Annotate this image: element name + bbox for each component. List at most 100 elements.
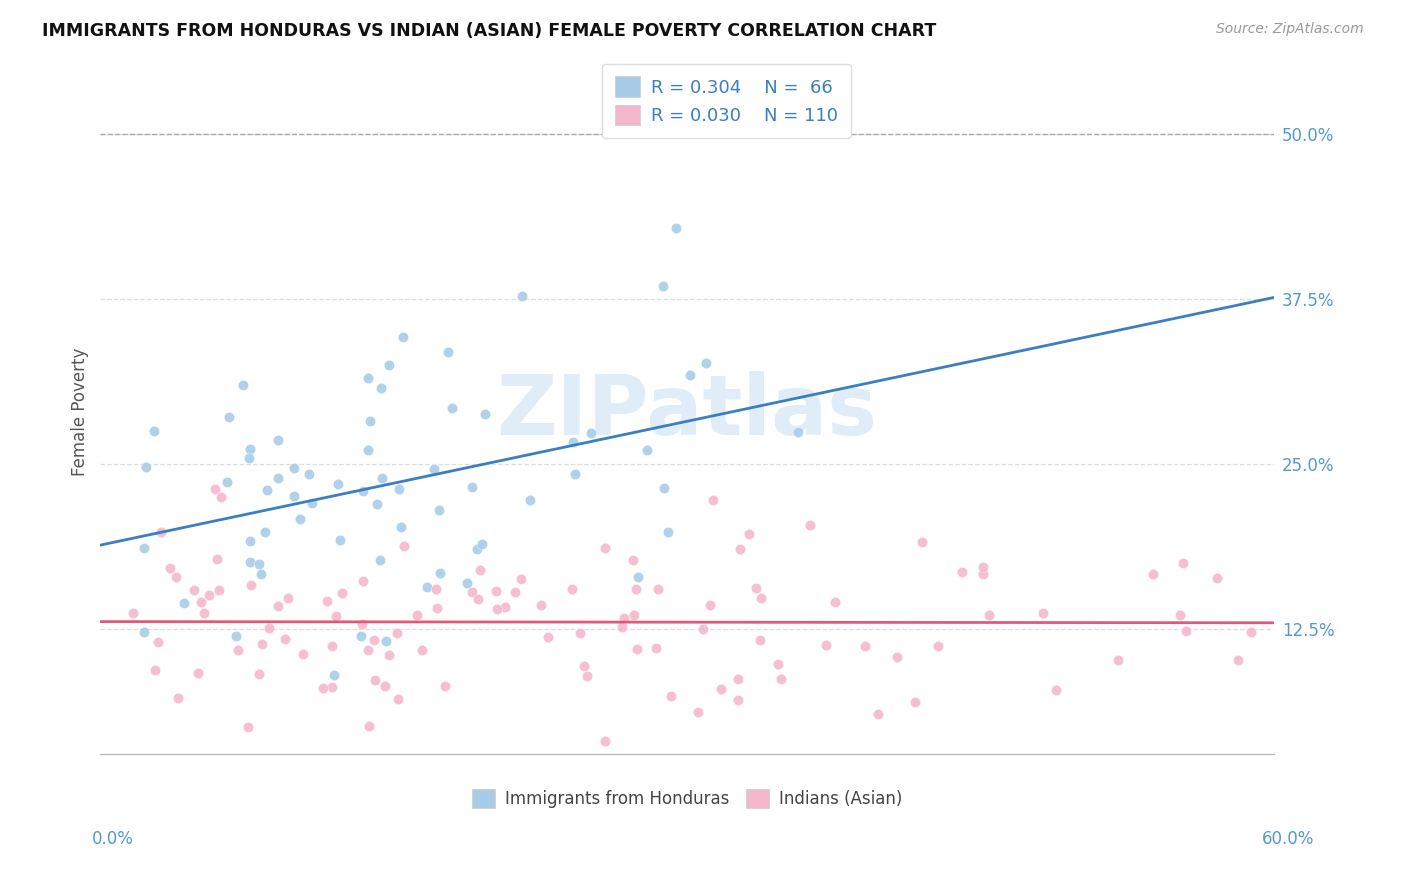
Point (357, 643, 380, 657)
Text: ZIPatlas: ZIPatlas (496, 371, 877, 452)
Point (357, 370, 380, 384)
Point (465, 541, 488, 556)
Point (352, 574, 374, 588)
Point (692, 622, 714, 636)
Point (699, 598, 721, 612)
Point (283, 460, 305, 475)
Point (727, 693, 749, 707)
Point (461, 585, 484, 599)
Point (377, 359, 399, 373)
Point (1174, 624, 1197, 638)
Point (738, 526, 761, 541)
Point (561, 434, 583, 449)
Point (387, 625, 409, 640)
Point (627, 570, 650, 584)
Point (623, 553, 645, 567)
Point (143, 424, 166, 438)
Point (218, 409, 240, 424)
Point (904, 695, 927, 709)
Point (471, 537, 494, 551)
Point (576, 669, 599, 683)
Point (1032, 606, 1054, 620)
Point (787, 425, 810, 439)
Point (727, 672, 749, 686)
Point (217, 475, 239, 489)
Point (301, 496, 323, 510)
Point (657, 524, 679, 539)
Point (406, 607, 429, 622)
Point (368, 553, 391, 567)
Point (911, 534, 934, 549)
Point (352, 616, 374, 631)
Point (370, 381, 392, 395)
Point (132, 541, 155, 555)
Point (239, 556, 262, 570)
Point (710, 682, 733, 697)
Point (239, 534, 262, 549)
Point (312, 681, 335, 695)
Point (427, 503, 450, 517)
Point (226, 642, 249, 657)
Point (254, 524, 277, 539)
Point (208, 582, 231, 597)
Point (359, 719, 381, 733)
Point (593, 734, 616, 748)
Point (256, 483, 278, 497)
Point (440, 401, 463, 415)
Point (519, 493, 541, 508)
Point (568, 626, 591, 640)
Point (623, 608, 645, 623)
Point (187, 666, 209, 681)
Point (325, 608, 347, 623)
Point (122, 606, 145, 620)
Point (250, 566, 273, 581)
Point (146, 635, 169, 649)
Point (190, 595, 212, 609)
Point (467, 591, 489, 606)
Point (636, 442, 658, 457)
Point (1045, 682, 1067, 697)
Point (366, 497, 388, 511)
Point (950, 566, 973, 580)
Point (392, 539, 415, 553)
Point (613, 611, 636, 625)
Legend: Immigrants from Honduras, Indians (Asian): Immigrants from Honduras, Indians (Asian… (465, 782, 910, 814)
Point (363, 632, 385, 647)
Point (695, 355, 717, 369)
Point (814, 639, 837, 653)
Point (225, 629, 247, 643)
Point (426, 601, 449, 615)
Point (474, 407, 496, 421)
Point (198, 588, 221, 602)
Point (510, 289, 533, 303)
Point (866, 706, 889, 721)
Point (267, 471, 290, 485)
Point (378, 648, 401, 662)
Point (288, 512, 311, 526)
Point (1226, 653, 1249, 667)
Point (626, 642, 648, 657)
Point (654, 482, 676, 496)
Point (149, 525, 172, 540)
Point (1205, 571, 1227, 585)
Point (749, 591, 772, 605)
Point (593, 541, 616, 555)
Point (461, 480, 484, 494)
Point (159, 561, 181, 575)
Point (350, 629, 373, 643)
Point (321, 639, 343, 653)
Point (236, 720, 259, 734)
Point (688, 705, 710, 719)
Point (250, 637, 273, 651)
Point (728, 541, 751, 556)
Point (321, 680, 343, 694)
Point (665, 220, 688, 235)
Point (536, 630, 558, 644)
Point (624, 582, 647, 596)
Point (274, 632, 297, 646)
Point (247, 557, 270, 571)
Point (167, 690, 190, 705)
Point (298, 467, 321, 481)
Point (352, 483, 374, 498)
Point (494, 599, 516, 614)
